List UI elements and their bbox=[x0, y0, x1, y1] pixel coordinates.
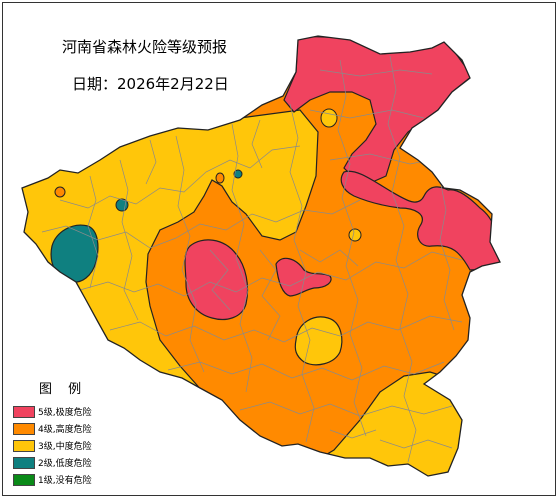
zone-level4-spot-north bbox=[215, 172, 225, 184]
legend-swatch-level3 bbox=[13, 439, 35, 452]
zone-level4-spot-west bbox=[54, 186, 66, 198]
legend-item-level2: 2级,低度危险 bbox=[13, 454, 163, 471]
legend-swatch-level1 bbox=[13, 473, 35, 486]
legend-label-level1: 1级,没有危险 bbox=[38, 476, 92, 486]
province-outline bbox=[21, 35, 501, 477]
legend-label-level2: 2级,低度危险 bbox=[38, 459, 92, 469]
zone-level2-spot-a bbox=[115, 198, 129, 212]
legend-title: 图 例 bbox=[39, 382, 88, 397]
zone-level2-spot-b bbox=[233, 169, 243, 179]
zone-level5-central bbox=[275, 257, 332, 297]
legend: 图 例 5级,极度危险 4级,高度危险 3级,中度危险 2级,低度危险 1级,没… bbox=[13, 378, 163, 488]
forecast-date: 日期：2026年2月22日 bbox=[72, 75, 229, 93]
legend-swatch-level4 bbox=[13, 422, 35, 435]
legend-swatch-level2 bbox=[13, 456, 35, 469]
zone-level5-east-strip bbox=[340, 170, 500, 271]
legend-label-level4: 4级,高度危险 bbox=[38, 425, 92, 435]
county-boundaries bbox=[41, 55, 463, 463]
legend-item-level3: 3级,中度危险 bbox=[13, 437, 163, 454]
zone-level3-spot-east bbox=[348, 228, 362, 242]
legend-item-level1: 1级,没有危险 bbox=[13, 471, 163, 488]
zone-level3-spot-north bbox=[320, 108, 338, 128]
legend-item-level5: 5级,极度危险 bbox=[13, 403, 163, 420]
legend-item-level4: 4级,高度危险 bbox=[13, 420, 163, 437]
map-title: 河南省森林火险等级预报 bbox=[62, 38, 228, 56]
map-frame bbox=[2, 2, 556, 496]
legend-label-level3: 3级,中度危险 bbox=[38, 442, 92, 452]
legend-swatch-level5 bbox=[13, 405, 35, 418]
legend-label-level5: 5级,极度危险 bbox=[38, 408, 92, 418]
